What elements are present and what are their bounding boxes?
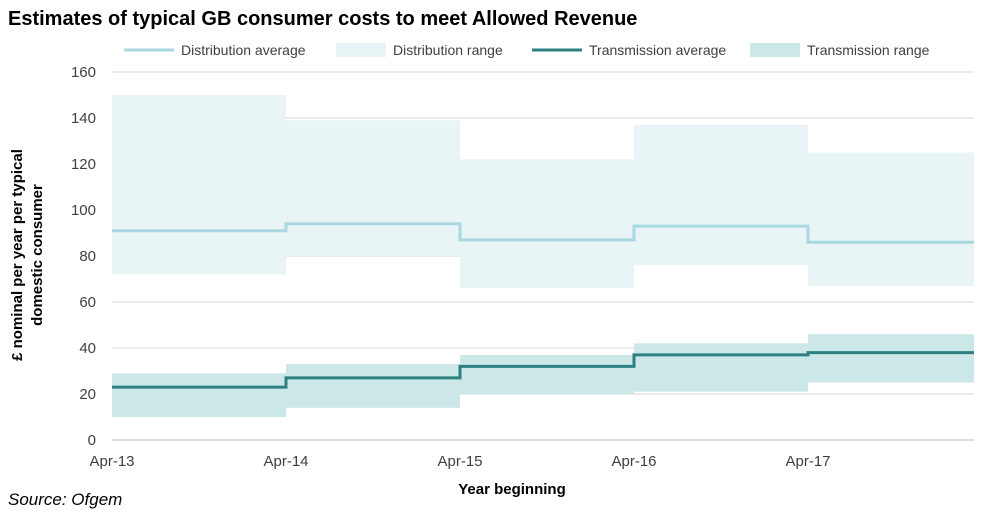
y-tick-label: 100: [71, 202, 96, 219]
y-axis-title: £ nominal per year per typical domestic c…: [9, 149, 46, 361]
x-tick-label: Apr-13: [89, 453, 134, 470]
y-tick-label: 140: [71, 110, 96, 127]
distribution-range-band: [460, 159, 634, 289]
x-tick-label: Apr-17: [785, 453, 830, 470]
y-tick-label: 120: [71, 156, 96, 173]
transmission-range-band: [112, 373, 286, 417]
x-tick-label: Apr-15: [437, 453, 482, 470]
transmission-average-line: [112, 351, 974, 389]
legend-label: Transmission range: [807, 42, 930, 58]
transmission-range-band: [460, 354, 634, 394]
legend-item-transmission-range: Transmission range: [750, 42, 930, 58]
legend-swatch: [750, 43, 800, 57]
legend-label: Transmission average: [589, 42, 726, 58]
transmission-range-band: [286, 364, 460, 408]
average-lines: [112, 222, 974, 389]
legend-label: Distribution average: [181, 42, 306, 58]
x-tick-label: Apr-16: [611, 453, 656, 470]
y-tick-label: 40: [79, 340, 96, 357]
y-tick-label: 20: [79, 386, 96, 403]
distribution-range-band: [286, 120, 460, 256]
legend: Distribution average Distribution range Tr…: [124, 42, 930, 58]
y-tick-label: 160: [71, 64, 96, 81]
axes: 0 20 40 60 80 100 120 140 160 Apr-13 Apr-14 Apr-15 A…: [9, 64, 974, 498]
legend-item-transmission-average: Transmission average: [532, 42, 726, 58]
transmission-range-band: [808, 334, 974, 383]
legend-swatch: [336, 43, 386, 57]
y-tick-label: 0: [88, 432, 96, 449]
x-tick-label: Apr-14: [263, 453, 308, 470]
legend-item-distribution-average: Distribution average: [124, 42, 306, 58]
x-axis-title: Year beginning: [458, 481, 566, 498]
range-areas: [112, 95, 974, 417]
y-tick-label: 60: [79, 294, 96, 311]
source-note: Source: Ofgem: [8, 490, 123, 509]
distribution-range-band: [112, 95, 286, 275]
y-tick-label: 80: [79, 248, 96, 265]
distribution-range-band: [634, 124, 808, 266]
legend-label: Distribution range: [393, 42, 503, 58]
legend-item-distribution-range: Distribution range: [336, 42, 503, 58]
transmission-range-band: [634, 343, 808, 392]
distribution-average-line: [112, 222, 974, 244]
chart-title: Estimates of typical GB consumer costs t…: [8, 8, 638, 30]
distribution-range-band: [808, 152, 974, 286]
